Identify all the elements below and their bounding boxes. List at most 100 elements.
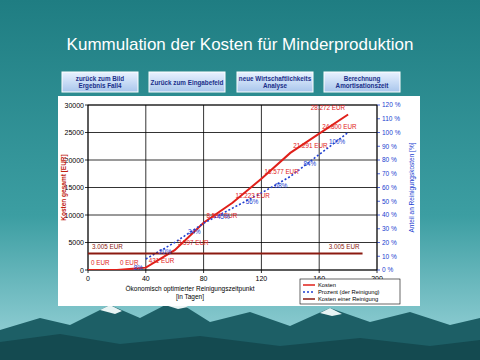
y2-axis-title: Anteil an Reinigungskosten [%] xyxy=(408,142,416,232)
background xyxy=(0,0,480,360)
tick xyxy=(377,201,380,202)
y-tick-label: 0 xyxy=(80,267,84,274)
grid xyxy=(85,105,380,273)
series-group xyxy=(88,115,363,271)
y-tick-label: 20000 xyxy=(65,157,85,164)
tick xyxy=(377,242,380,243)
button-label[interactable]: Zurück zum Eingabefeld xyxy=(151,79,224,87)
y-tick-label: 5000 xyxy=(68,239,84,246)
legend-label: Kosten einer Reinigung xyxy=(318,296,378,302)
y2-tick-label: 70 % xyxy=(382,170,397,177)
legend: KostenProzent (der Reinigung)Kosten eine… xyxy=(300,279,400,304)
y-axis-title: Kosten gesamt [EUR] xyxy=(60,154,68,220)
page: Kummulation der Kosten für Minderprodukt… xyxy=(0,0,480,360)
data-label: 84% xyxy=(304,160,317,167)
y2-tick-label: 50 % xyxy=(382,198,397,205)
y-tick-label: 30000 xyxy=(65,102,85,109)
button[interactable]: Zurück zum Eingabefeld xyxy=(149,72,225,92)
button-label[interactable]: neue Wirtschaftlichkeits xyxy=(239,75,312,82)
y2-tick-label: 20 % xyxy=(382,239,397,246)
y-tick-label: 15000 xyxy=(65,184,85,191)
data-label: 3.005 EUR xyxy=(92,243,123,250)
data-label: 28.272 EUR xyxy=(311,104,346,111)
button[interactable]: neue WirtschaftlichkeitsAnalyse xyxy=(237,72,313,92)
tick xyxy=(85,105,88,106)
y2-tick-label: 120 % xyxy=(382,101,401,108)
snow xyxy=(100,305,122,314)
grid-line xyxy=(88,187,377,188)
y2-tick-label: 90 % xyxy=(382,143,397,150)
grid-line xyxy=(88,132,377,133)
tick xyxy=(85,270,88,271)
tick xyxy=(377,146,380,147)
data-label: 21.291 EUR xyxy=(293,142,328,149)
tick xyxy=(319,270,320,273)
grid-line xyxy=(145,105,146,270)
tick xyxy=(377,256,380,257)
x-tick-label: 120 xyxy=(256,275,268,282)
x-tick-label: 0 xyxy=(86,275,90,282)
legend-label: Kosten xyxy=(318,282,336,288)
button-bg[interactable] xyxy=(237,72,313,92)
tick xyxy=(377,187,380,188)
tick xyxy=(377,132,380,133)
y2-tick-label: 100 % xyxy=(382,129,401,136)
button-bg[interactable] xyxy=(149,72,225,92)
y2-tick-label: 10 % xyxy=(382,253,397,260)
chart-background xyxy=(58,96,420,306)
grid-line xyxy=(88,160,377,161)
tick xyxy=(377,160,380,161)
tick xyxy=(377,228,380,229)
data-label: 3.005 EUR xyxy=(329,243,360,250)
data-label: 431 EUR xyxy=(149,257,175,264)
grid-line xyxy=(319,105,320,270)
data-label: 20% xyxy=(159,248,172,255)
tick xyxy=(377,215,380,216)
y2-tick-label: 30 % xyxy=(382,225,397,232)
tick xyxy=(377,173,380,174)
tick xyxy=(261,270,262,273)
button-label[interactable]: Ergebnis Fall4 xyxy=(78,82,122,90)
button-label[interactable]: zurück zum Bild xyxy=(76,75,124,82)
data-label: 68% xyxy=(275,182,288,189)
tick xyxy=(85,215,88,216)
tick xyxy=(203,270,204,273)
data-label: 45% xyxy=(217,213,230,220)
y2-tick-label: 40 % xyxy=(382,211,397,218)
legend-label: Prozent (der Reinigung) xyxy=(318,289,380,295)
data-label: 100% xyxy=(329,138,346,145)
x-tick-label: 80 xyxy=(200,275,208,282)
data-label: 0 EUR xyxy=(91,259,110,266)
data-label: 3.597 EUR xyxy=(178,239,209,246)
y2-tick-label: 110 % xyxy=(382,115,400,122)
data-label: 24.800 EUR xyxy=(322,123,357,130)
tick xyxy=(85,242,88,243)
tick xyxy=(377,105,380,106)
tick xyxy=(88,270,89,273)
button-bg[interactable] xyxy=(324,72,400,92)
x-tick-label: 40 xyxy=(142,275,150,282)
tick xyxy=(85,187,88,188)
y-tick-label: 10000 xyxy=(65,212,85,219)
mountains-front xyxy=(0,334,480,360)
tick xyxy=(377,118,380,119)
button-label[interactable]: Analyse xyxy=(263,82,288,90)
legend-swatch xyxy=(303,298,315,300)
tick xyxy=(85,132,88,133)
y2-tick-label: 80 % xyxy=(382,156,397,163)
labels-group: 0 EUR0 EUR431 EUR3.597 EUR8.597 EUR12.22… xyxy=(91,104,360,271)
button-label[interactable]: Amortisationszeit xyxy=(336,82,390,89)
y-tick-label: 25000 xyxy=(65,129,85,136)
button-bg[interactable] xyxy=(62,72,138,92)
button[interactable]: zurück zum BildErgebnis Fall4 xyxy=(62,72,138,92)
series-line xyxy=(146,133,348,260)
y2-tick-label: 60 % xyxy=(382,184,397,191)
tick xyxy=(85,160,88,161)
legend-box xyxy=(300,279,400,304)
tick xyxy=(377,270,380,271)
grid-line xyxy=(261,105,262,270)
legend-swatch xyxy=(303,284,315,286)
button[interactable]: BerechnungAmortisationszeit xyxy=(324,72,400,92)
y2-tick-label: 0 % xyxy=(382,266,393,273)
tick xyxy=(145,270,146,273)
